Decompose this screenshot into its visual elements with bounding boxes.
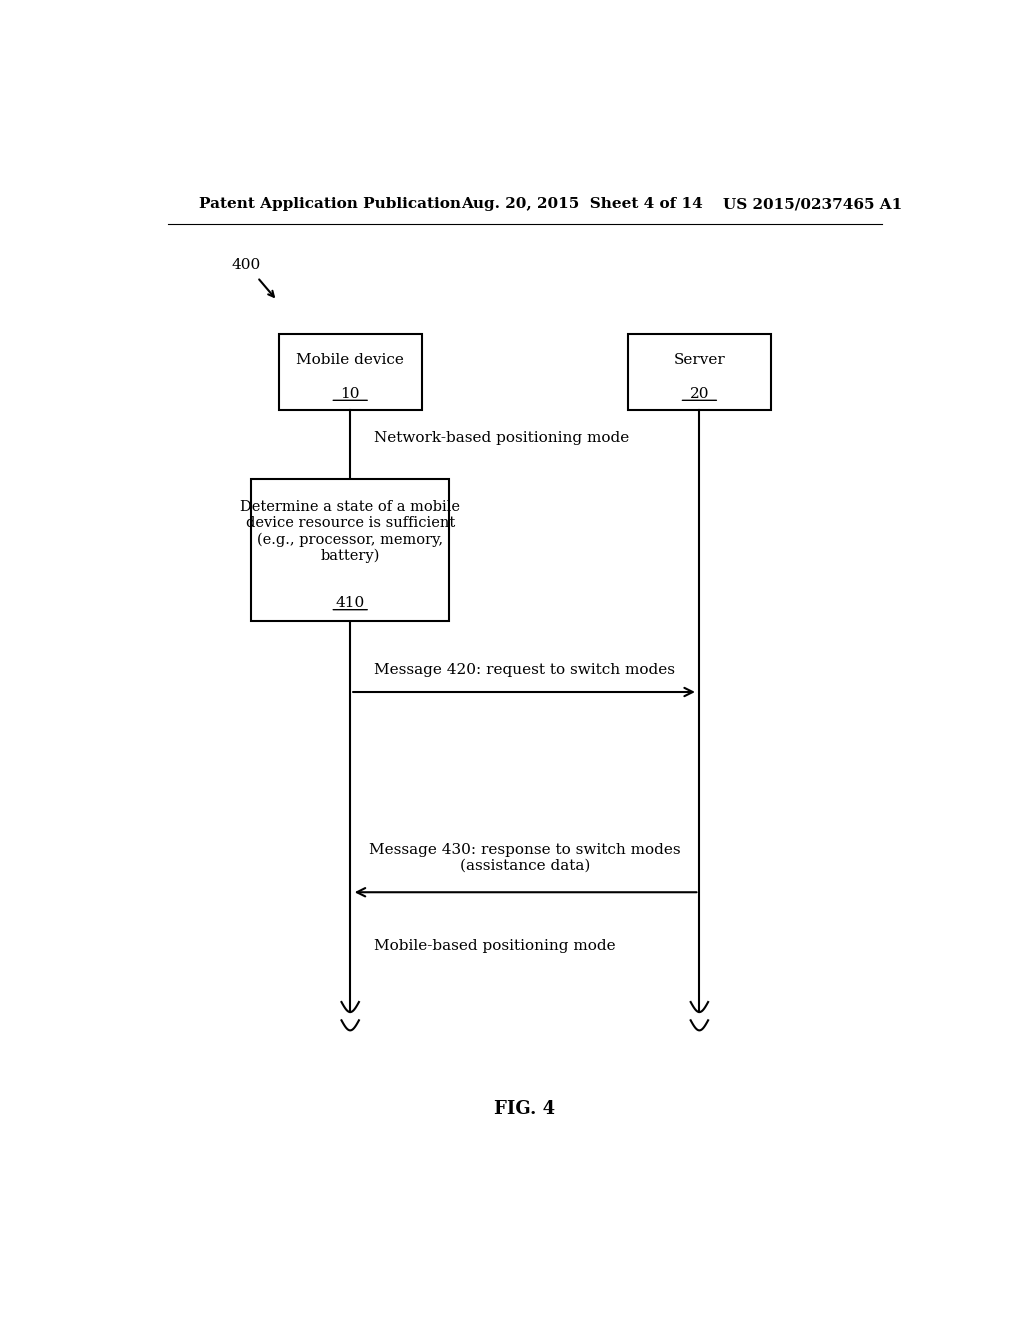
Text: Patent Application Publication: Patent Application Publication xyxy=(200,197,462,211)
Text: 20: 20 xyxy=(689,387,710,401)
Text: Network-based positioning mode: Network-based positioning mode xyxy=(374,430,630,445)
Text: Message 430: response to switch modes
(assistance data): Message 430: response to switch modes (a… xyxy=(369,842,681,873)
Text: Aug. 20, 2015  Sheet 4 of 14: Aug. 20, 2015 Sheet 4 of 14 xyxy=(461,197,703,211)
Text: Server: Server xyxy=(674,352,725,367)
FancyBboxPatch shape xyxy=(628,334,771,411)
Text: Mobile device: Mobile device xyxy=(296,352,404,367)
Text: 10: 10 xyxy=(340,387,360,401)
Text: Determine a state of a mobile
device resource is sufficient
(e.g., processor, me: Determine a state of a mobile device res… xyxy=(241,500,460,564)
Text: FIG. 4: FIG. 4 xyxy=(495,1100,555,1118)
Text: 410: 410 xyxy=(336,595,365,610)
Text: Message 420: request to switch modes: Message 420: request to switch modes xyxy=(375,663,675,677)
Text: US 2015/0237465 A1: US 2015/0237465 A1 xyxy=(723,197,902,211)
FancyBboxPatch shape xyxy=(251,479,450,620)
Text: 400: 400 xyxy=(231,259,260,272)
Text: Mobile-based positioning mode: Mobile-based positioning mode xyxy=(374,939,615,953)
FancyBboxPatch shape xyxy=(279,334,422,411)
